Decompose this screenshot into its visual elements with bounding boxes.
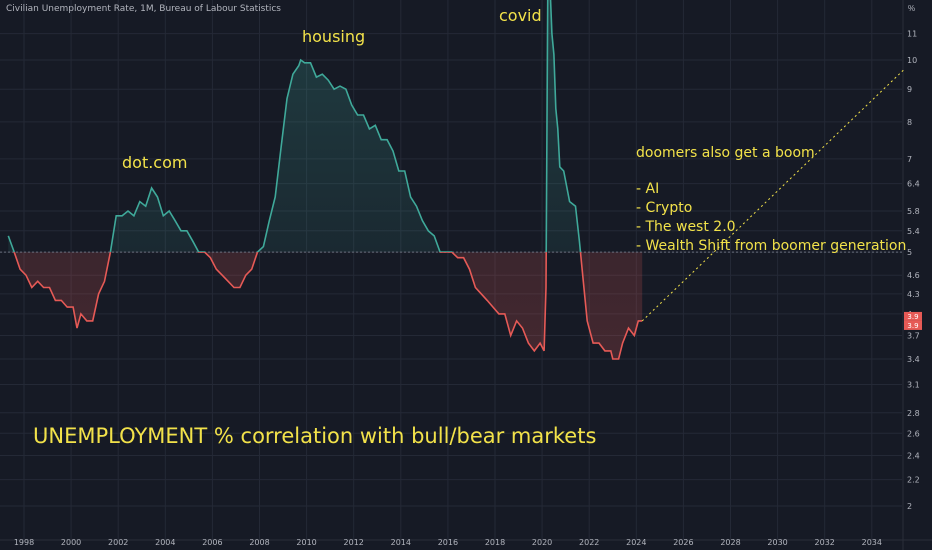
y-tick-label: 2	[907, 502, 912, 511]
x-tick-label: 2032	[815, 538, 835, 547]
x-tick-label: 2008	[249, 538, 269, 547]
last-value-badge	[904, 320, 922, 330]
annotation-covid: covid	[499, 6, 542, 25]
x-tick-label: 1998	[14, 538, 34, 547]
series-lines	[7, 0, 643, 360]
annotation-dotcom: dot.com	[122, 153, 188, 172]
y-tick-label: 2.6	[907, 429, 920, 438]
x-tick-label: 2026	[673, 538, 693, 547]
x-tick-label: 2028	[720, 538, 740, 547]
y-tick-label: 4.6	[907, 271, 920, 280]
y-tick-label: 11	[907, 30, 917, 39]
y-tick-label: 9	[907, 85, 912, 94]
chart-title: Civilian Unemployment Rate, 1M, Bureau o…	[6, 4, 281, 14]
y-tick-label: 5	[907, 248, 912, 257]
x-tick-label: 2034	[862, 538, 882, 547]
y-tick-label: 8	[907, 118, 912, 127]
trendline-projection[interactable]	[641, 68, 906, 322]
y-tick-label: 10	[907, 56, 917, 65]
series-line-above	[7, 0, 582, 253]
annotation-boom-item: - Crypto	[636, 200, 693, 216]
price-scale-unit: %	[908, 4, 916, 13]
y-tick-label: 4.3	[907, 290, 920, 299]
x-tick-label: 2014	[391, 538, 411, 547]
y-tick-label: 5.8	[907, 207, 920, 216]
x-tick-label: 2030	[767, 538, 787, 547]
annotation-boom-title: doomers also get a boom	[636, 145, 815, 161]
y-tick-label: 2.8	[907, 409, 920, 418]
last-value-label: 3.9	[907, 322, 918, 330]
x-tick-label: 2024	[626, 538, 646, 547]
y-tick-label: 3.1	[907, 381, 920, 390]
x-tick-label: 2004	[155, 538, 175, 547]
annotation-boom-item: - AI	[636, 181, 660, 197]
annotation-housing: housing	[302, 27, 366, 46]
x-tick-label: 2016	[438, 538, 458, 547]
area-fill-below-baseline	[8, 252, 643, 359]
last-value-badge	[904, 311, 922, 321]
annotation-main: UNEMPLOYMENT % correlation with bull/bea…	[33, 424, 597, 448]
x-tick-label: 2006	[202, 538, 222, 547]
x-tick-label: 2018	[485, 538, 505, 547]
y-tick-label: 3.7	[907, 332, 920, 341]
x-tick-label: 2012	[344, 538, 364, 547]
last-value-label: 3.9	[907, 313, 918, 321]
annotation-boom-item: - The west 2.0	[636, 219, 736, 235]
x-tick-label: 2002	[108, 538, 128, 547]
x-tick-label: 2000	[61, 538, 81, 547]
y-tick-label: 2.4	[907, 451, 920, 460]
y-tick-label: 7	[907, 155, 912, 164]
x-tick-label: 2010	[296, 538, 316, 547]
x-tick-label: 2020	[532, 538, 552, 547]
annotation-boom-item: - Wealth Shift from boomer generation	[636, 238, 907, 254]
y-tick-label: 5.4	[907, 227, 920, 236]
x-tick-label: 2022	[579, 538, 599, 547]
y-tick-label: 3.4	[907, 355, 920, 364]
y-tick-label: 2.2	[907, 476, 920, 485]
y-tick-label: 6.4	[907, 180, 920, 189]
